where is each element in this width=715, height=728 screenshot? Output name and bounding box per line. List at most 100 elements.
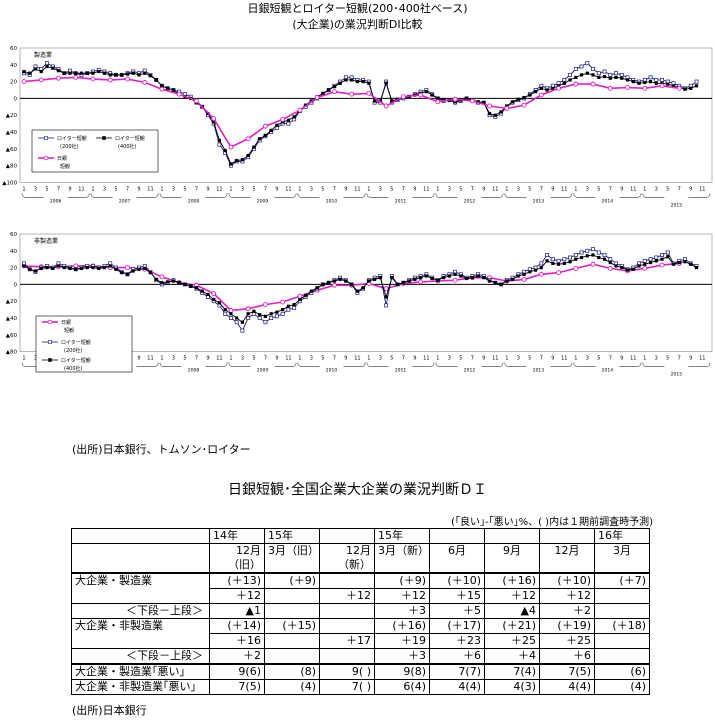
table-cell-mfg-diff-4: ＋5 xyxy=(429,603,485,619)
x-month-tick: 9 xyxy=(206,186,209,192)
reuters400-point xyxy=(459,274,463,278)
reuters400-point xyxy=(85,71,89,75)
x-month-tick: 9 xyxy=(206,356,209,362)
x-month-tick: 3 xyxy=(172,186,175,192)
boj-point xyxy=(452,277,458,283)
x-month-tick: 7 xyxy=(609,186,612,192)
table-cell-nonmfg-actual-7 xyxy=(594,633,650,649)
boj-point xyxy=(418,92,424,98)
reuters400-point xyxy=(654,81,658,85)
reuters400-point xyxy=(200,289,204,293)
reuters400-point xyxy=(275,310,279,314)
reuters200-point xyxy=(286,307,291,312)
reuters400-point xyxy=(263,314,268,318)
reuters200-point xyxy=(596,71,601,76)
reuters400-point xyxy=(28,71,32,75)
reuters400-point xyxy=(516,97,520,101)
reuters200-point xyxy=(591,67,595,71)
reuters400-point xyxy=(148,271,153,275)
reuters400-point xyxy=(125,272,130,276)
reuters400-point xyxy=(441,98,446,102)
x-month-tick: 1 xyxy=(229,356,232,362)
reuters400-point xyxy=(275,123,279,127)
legend-marker xyxy=(47,319,53,325)
reuters400-point xyxy=(660,81,664,85)
di-table: 14年 15年 15年 16年 12月（旧） 3月（旧） 12月（新） 3月（新… xyxy=(71,528,650,695)
x-month-tick: 1 xyxy=(505,186,508,192)
reuters400-point xyxy=(45,64,49,69)
boj-point xyxy=(504,106,510,111)
reuters400-point xyxy=(263,133,268,137)
reuters400-point xyxy=(298,297,302,302)
reuters400-point xyxy=(108,73,112,77)
y-tick-label: 0 xyxy=(14,96,18,102)
boj-point xyxy=(21,79,27,85)
reuters400-point xyxy=(591,73,595,77)
reuters400-point xyxy=(252,309,256,313)
x-month-tick: 7 xyxy=(609,356,612,362)
reuters400-point xyxy=(309,289,313,293)
reuters200-point xyxy=(648,75,653,80)
reuters400-point xyxy=(258,313,262,317)
x-month-tick: 3 xyxy=(517,186,520,192)
x-month-tick: 7 xyxy=(471,356,474,362)
reuters400-point xyxy=(120,73,124,77)
year-bracket xyxy=(297,193,366,198)
x-month-tick: 9 xyxy=(413,186,416,192)
reuters400-point xyxy=(643,262,647,266)
reuters400-point xyxy=(258,137,262,141)
legend-label: ロイター短観 xyxy=(61,339,91,346)
reuters200-point xyxy=(694,79,699,84)
x-month-tick: 3 xyxy=(172,356,175,362)
legend-sublabel: 短観 xyxy=(64,327,74,334)
x-year-label: 2013 xyxy=(533,198,545,204)
boj-point xyxy=(297,107,303,113)
x-month-tick: 5 xyxy=(597,186,600,192)
header-c8-bottom: 3月 xyxy=(594,543,650,574)
reuters400-point xyxy=(315,286,319,290)
table-cell-nonmfg-diff-2 xyxy=(319,648,375,665)
reuters400-point xyxy=(568,78,572,82)
reuters400-point xyxy=(171,88,176,92)
boj-point xyxy=(90,76,96,82)
boj-point xyxy=(262,302,268,308)
x-year-label: 2012 xyxy=(464,198,476,204)
boj-point xyxy=(625,85,630,90)
table-cell-nonmfg-bad-7: (4) xyxy=(594,679,650,695)
x-month-tick: 7 xyxy=(402,186,405,192)
table-cell-nonmfg-bad-0: 7(5) xyxy=(209,679,265,695)
boj-point xyxy=(521,102,527,108)
boj-point xyxy=(331,282,337,288)
boj-point xyxy=(659,83,665,89)
table-cell-mfg-diff-2 xyxy=(319,603,375,619)
reuters400-point xyxy=(194,286,199,290)
table-cell-mfg-actual-5: ＋12 xyxy=(484,588,540,604)
x-month-tick: 1 xyxy=(22,356,25,362)
reuters400-point xyxy=(114,267,118,271)
header-c8-top: 16年 xyxy=(594,528,650,544)
header-c2-top: 15年 xyxy=(264,528,320,544)
x-month-tick: 11 xyxy=(78,186,84,192)
boj-point xyxy=(418,279,424,285)
boj-point xyxy=(642,265,648,271)
x-month-tick: 5 xyxy=(528,356,531,362)
boj-point xyxy=(556,270,562,276)
table-cell-mfg-forecast-3: (＋9) xyxy=(374,572,430,589)
row-label-mfg: 大企業・製造業 xyxy=(71,572,210,604)
reuters200-point xyxy=(246,316,251,320)
reuters400-point xyxy=(464,276,469,281)
legend: ロイター短観(200社)ロイター短観(400社)日銀短観 xyxy=(31,129,159,173)
x-month-tick: 1 xyxy=(367,186,370,192)
x-month-tick: 3 xyxy=(448,186,451,192)
x-year-label: 2011 xyxy=(395,198,407,204)
reuters400-point xyxy=(522,272,526,276)
x-month-tick: 9 xyxy=(275,186,278,192)
reuters400-point xyxy=(217,138,222,142)
table-row-mfg-diff: ＜下段－上段＞ ▲1 ＋3 ＋5 ▲4 ＋2 xyxy=(71,603,650,619)
year-bracket xyxy=(642,362,711,367)
reuters400-point xyxy=(229,162,233,166)
reuters400-point xyxy=(321,282,325,286)
header-c4-bottom: 3月（新） xyxy=(374,543,430,574)
table-cell-nonmfg-actual-5: ＋25 xyxy=(484,633,540,649)
year-bracket xyxy=(159,193,228,198)
